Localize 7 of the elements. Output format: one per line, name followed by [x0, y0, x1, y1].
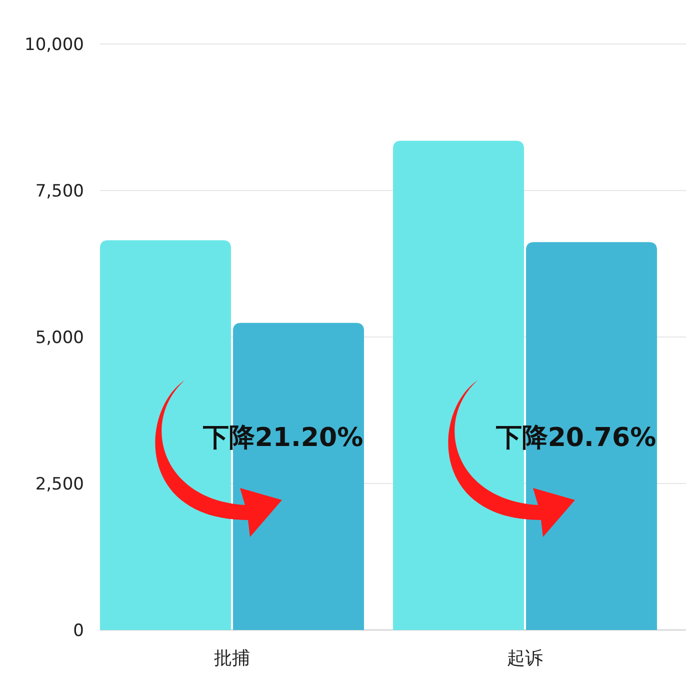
y-tick-label: 10,000: [24, 35, 84, 55]
x-tick-label: 批捕: [214, 648, 250, 669]
y-tick-label: 0: [73, 621, 84, 641]
y-tick-label: 7,500: [35, 182, 84, 202]
y-tick-label: 2,500: [35, 474, 84, 494]
y-tick-label: 5,000: [35, 328, 84, 348]
x-tick-label: 起诉: [507, 648, 543, 669]
